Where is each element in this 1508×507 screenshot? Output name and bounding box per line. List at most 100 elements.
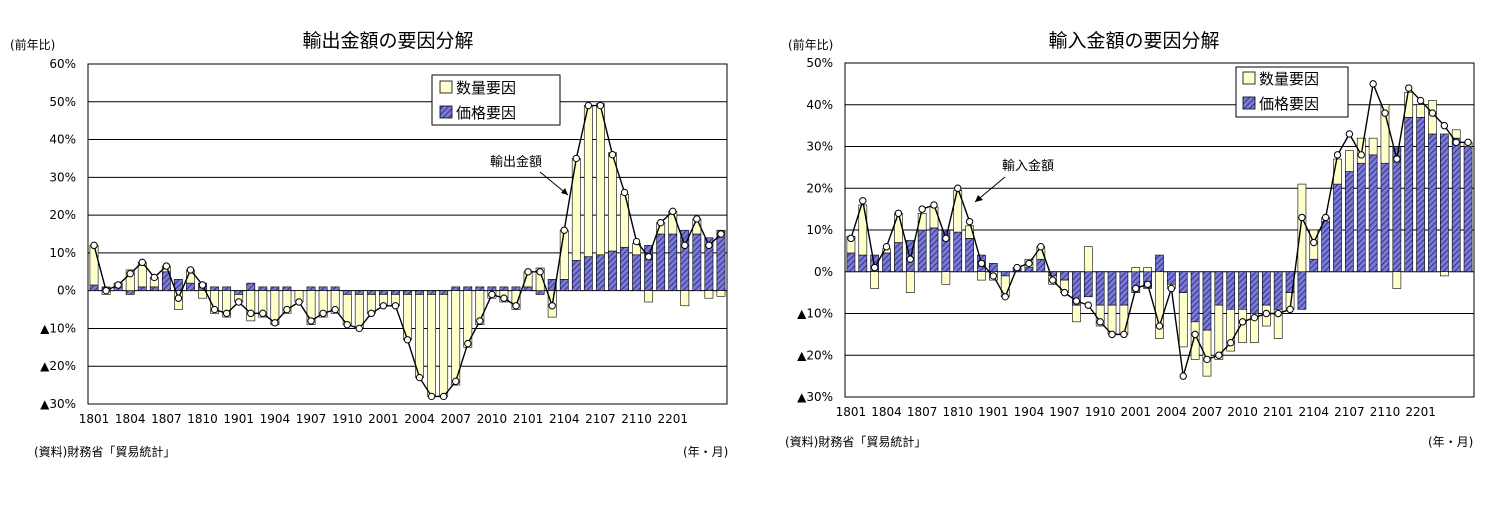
export-bar-price: [403, 290, 412, 295]
import-bar-price: [1380, 162, 1390, 273]
export-total-point: [536, 268, 544, 276]
export-bar-price: [692, 233, 702, 291]
import-ytick-label: 10%: [806, 223, 833, 237]
export-xtick-label: 2004: [404, 412, 435, 426]
export-bar-quantity: [644, 290, 654, 303]
export-bar-quantity: [330, 290, 340, 314]
import-line-arrowhead: [975, 195, 983, 202]
import-bar-quantity: [870, 271, 880, 289]
export-bar-price: [306, 286, 316, 291]
import-total-point: [1405, 84, 1413, 92]
export-bar-price: [210, 286, 219, 291]
export-xtick-label: 1810: [187, 412, 218, 426]
import-bar-price: [894, 242, 903, 273]
import-bar-quantity: [1143, 267, 1152, 273]
export-bar-price: [463, 286, 473, 291]
export-ytick-label: ▲10%: [40, 321, 76, 335]
export-bar-price: [716, 229, 726, 291]
import-bar-price: [1345, 171, 1354, 273]
export-xtick-label: 2001: [368, 412, 399, 426]
import-ylabel: (前年比): [788, 37, 833, 52]
import-ytick-label: ▲20%: [797, 348, 833, 362]
export-total-point: [596, 101, 605, 110]
import-bar-quantity: [1202, 329, 1212, 377]
export-ytick-label: 20%: [49, 208, 76, 222]
import-xtick-label: 1901: [978, 405, 1009, 419]
import-bar-quantity: [1226, 309, 1236, 352]
export-bar-price: [366, 290, 376, 295]
import-total-point: [894, 209, 903, 218]
export-total-point: [331, 305, 339, 314]
import-bar-quantity: [1131, 267, 1141, 273]
export-bar-quantity: [125, 269, 135, 291]
export-total-point: [126, 269, 134, 278]
export-bar-price: [632, 254, 641, 291]
import-total-point: [1321, 213, 1330, 222]
export-total-point: [500, 294, 508, 302]
export-total-point: [90, 241, 98, 250]
import-bar-quantity: [1107, 304, 1117, 335]
export-bar-price: [608, 250, 617, 291]
export-bar-price: [258, 286, 268, 291]
export-legend-price: 価格要因: [456, 104, 516, 122]
export-bar-price: [571, 260, 581, 291]
export-ytick-label: 10%: [49, 246, 76, 260]
export-total-point: [452, 377, 460, 386]
import-bar-price: [882, 252, 891, 273]
export-bar-quantity: [535, 267, 545, 291]
export-xtick-label: 2104: [549, 412, 580, 426]
import-total-point: [1357, 151, 1365, 159]
import-bar-quantity: [929, 206, 939, 229]
export-bar-quantity: [475, 290, 485, 325]
export-ytick-label: 60%: [49, 57, 76, 71]
export-total-point: [114, 281, 122, 289]
export-total-point: [584, 101, 593, 110]
export-bar-quantity: [463, 290, 473, 348]
import-bar-quantity: [1392, 271, 1402, 289]
import-xtick-label: 1810: [942, 405, 973, 419]
export-line-label: 輸出金額: [490, 154, 542, 170]
import-bar-quantity: [1072, 304, 1081, 323]
import-bar-price: [1392, 146, 1402, 273]
export-total-point: [632, 237, 641, 246]
export-bar-quantity: [427, 294, 437, 397]
import-bar-price: [1226, 271, 1236, 310]
import-total-point: [977, 259, 986, 268]
export-ylabel: (前年比): [10, 37, 55, 52]
export-bar-price: [487, 286, 497, 291]
export-bar-price: [149, 286, 159, 291]
export-bar-price: [415, 290, 424, 295]
import-xtick-label: 2107: [1334, 405, 1365, 419]
import-bar-price: [1095, 271, 1105, 306]
export-total-point: [512, 302, 520, 310]
export-legend-quantity: 数量要因: [456, 79, 516, 97]
export-plot-bg: [88, 64, 727, 404]
import-bar-price: [846, 252, 856, 273]
import-total-point: [1381, 109, 1389, 117]
import-bar-price: [1214, 271, 1224, 306]
import-total-point: [1345, 130, 1354, 138]
import-bar-price: [1273, 271, 1283, 310]
import-bar-price: [1368, 154, 1378, 273]
import-bar-price: [1107, 271, 1117, 306]
export-bar-price: [282, 286, 292, 291]
export-total-point: [476, 317, 484, 325]
export-bar-quantity: [511, 290, 521, 310]
export-plot-frame: [87, 63, 728, 405]
import-total-point: [1440, 121, 1449, 130]
import-xtick-label: 1804: [871, 405, 902, 419]
import-ytick-label: 40%: [806, 98, 833, 112]
export-ytick-label: ▲20%: [40, 359, 76, 373]
export-bar-quantity: [354, 294, 364, 329]
export-total-point: [367, 309, 376, 318]
import-xunit: (年・月): [1428, 435, 1473, 449]
export-xtick-label: 1904: [260, 412, 291, 426]
export-bar-quantity: [89, 245, 99, 286]
import-bar-quantity: [1380, 104, 1390, 164]
export-xtick-label: 2201: [657, 412, 688, 426]
export-total-point: [235, 298, 243, 306]
export-total-point: [403, 336, 412, 344]
import-total-point: [1001, 293, 1009, 301]
